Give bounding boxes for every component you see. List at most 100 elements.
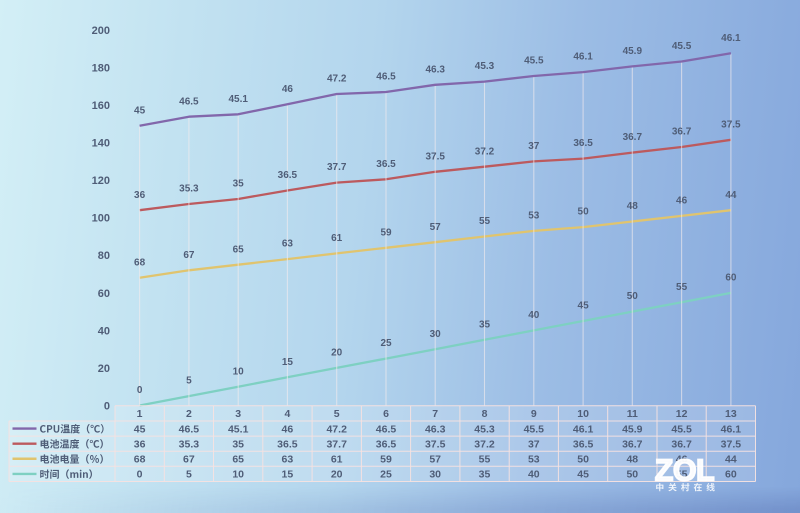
svg-text:37.5: 37.5 [425,438,446,450]
svg-text:45: 45 [134,423,146,435]
svg-text:50: 50 [577,454,589,466]
svg-text:45: 45 [134,105,146,116]
svg-text:37.5: 37.5 [425,151,445,162]
svg-text:67: 67 [183,250,195,261]
svg-text:46.1: 46.1 [573,52,593,63]
svg-text:160: 160 [92,100,110,112]
svg-text:13: 13 [725,408,737,420]
svg-text:20: 20 [98,363,110,375]
svg-text:45.9: 45.9 [623,46,643,57]
svg-text:8: 8 [482,408,488,420]
svg-text:15: 15 [282,469,294,481]
svg-text:46.3: 46.3 [425,64,445,75]
svg-text:35.3: 35.3 [179,184,199,195]
svg-text:45.1: 45.1 [228,423,249,435]
svg-text:55: 55 [479,454,491,466]
svg-text:46.5: 46.5 [376,72,396,83]
svg-text:11: 11 [627,408,638,420]
svg-text:5: 5 [334,408,340,420]
svg-text:55: 55 [676,282,688,293]
svg-text:30: 30 [429,469,441,481]
svg-text:15: 15 [282,357,294,368]
svg-text:36: 36 [134,438,146,450]
svg-text:120: 120 [92,175,110,187]
svg-text:45.5: 45.5 [671,423,692,435]
svg-text:63: 63 [282,454,294,466]
svg-text:46.5: 46.5 [179,423,200,435]
svg-text:35.3: 35.3 [179,438,200,450]
svg-text:36.7: 36.7 [671,438,692,450]
svg-text:55: 55 [479,216,491,227]
svg-text:37.2: 37.2 [475,146,495,157]
svg-text:25: 25 [380,469,392,481]
svg-text:60: 60 [725,469,737,481]
svg-text:1: 1 [137,408,143,420]
svg-text:200: 200 [92,25,110,37]
svg-text:20: 20 [331,348,343,359]
svg-text:46.1: 46.1 [721,33,741,44]
svg-text:48: 48 [627,201,639,212]
svg-text:44: 44 [725,190,737,201]
svg-text:60: 60 [98,288,110,300]
svg-text:45: 45 [577,469,589,481]
svg-text:36.7: 36.7 [623,132,643,143]
svg-text:57: 57 [429,454,441,466]
svg-text:37.5: 37.5 [721,438,742,450]
svg-text:36.5: 36.5 [278,170,298,181]
svg-text:36.5: 36.5 [376,159,396,170]
svg-text:ZOL: ZOL [655,453,714,487]
svg-text:50: 50 [578,207,590,218]
svg-text:37.5: 37.5 [721,119,741,130]
svg-text:47.2: 47.2 [327,74,347,85]
svg-text:180: 180 [92,63,110,75]
svg-text:5: 5 [186,376,192,387]
svg-text:5: 5 [186,469,192,481]
svg-text:61: 61 [331,454,343,466]
svg-text:57: 57 [430,222,442,233]
svg-text:35: 35 [479,319,491,330]
svg-text:140: 140 [92,138,110,150]
svg-text:46.3: 46.3 [425,423,446,435]
svg-text:61: 61 [331,233,343,244]
svg-text:40: 40 [528,469,540,481]
svg-text:3: 3 [235,408,241,420]
svg-text:36.5: 36.5 [573,438,594,450]
svg-text:48: 48 [626,454,638,466]
svg-text:53: 53 [528,454,540,466]
svg-text:65: 65 [233,244,245,255]
svg-text:36.5: 36.5 [573,138,593,149]
svg-text:30: 30 [430,329,442,340]
svg-text:45.1: 45.1 [228,94,248,105]
svg-text:6: 6 [383,408,389,420]
svg-text:100: 100 [92,213,110,225]
svg-text:68: 68 [134,257,146,268]
svg-text:55: 55 [676,469,688,481]
svg-text:40: 40 [528,310,540,321]
svg-text:46: 46 [676,196,688,207]
svg-text:45.3: 45.3 [475,61,495,72]
svg-text:50: 50 [626,469,638,481]
svg-text:2: 2 [186,408,192,420]
svg-text:9: 9 [531,408,537,420]
svg-text:46.5: 46.5 [376,423,397,435]
svg-text:35: 35 [233,179,245,190]
svg-text:67: 67 [183,454,195,466]
svg-text:37.7: 37.7 [327,162,347,173]
svg-text:46.5: 46.5 [179,96,199,107]
svg-text:59: 59 [380,454,392,466]
svg-text:0: 0 [137,385,143,396]
svg-text:35: 35 [479,469,491,481]
svg-text:20: 20 [331,469,343,481]
svg-text:4: 4 [284,408,290,420]
svg-text:44: 44 [725,454,737,466]
svg-text:35: 35 [232,438,244,450]
svg-text:45.9: 45.9 [622,423,643,435]
svg-text:46.1: 46.1 [721,423,742,435]
svg-text:36.7: 36.7 [672,127,692,138]
svg-text:25: 25 [380,338,392,349]
svg-text:45.5: 45.5 [672,41,692,52]
svg-text:37.2: 37.2 [474,438,495,450]
svg-text:60: 60 [725,273,737,284]
svg-text:36.7: 36.7 [622,438,643,450]
svg-text:46: 46 [282,423,294,435]
